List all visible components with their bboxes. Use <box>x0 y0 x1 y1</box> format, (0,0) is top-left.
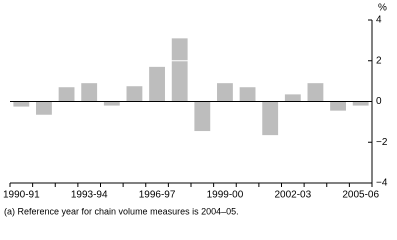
y-tick-label: −4 <box>376 178 388 189</box>
y-tick-label: 4 <box>376 15 382 26</box>
footnote: (a) Reference year for chain volume meas… <box>4 206 239 216</box>
y-tick-label: −2 <box>376 137 388 148</box>
x-tick-label: 2002-03 <box>274 190 311 201</box>
y-tick-label: 2 <box>376 55 382 66</box>
bar <box>284 94 301 102</box>
bar <box>239 87 256 102</box>
bar <box>126 86 143 102</box>
chart: % (a) Reference year for chain volume me… <box>3 3 388 217</box>
x-tick-label: 2005-06 <box>342 190 379 201</box>
bar <box>171 38 188 102</box>
bar <box>58 87 75 102</box>
bar <box>262 101 279 136</box>
bar <box>103 101 120 106</box>
bar <box>13 101 30 107</box>
x-tick-label: 1993-94 <box>71 190 108 201</box>
y-tick-label: 0 <box>376 96 382 107</box>
bar <box>149 66 165 102</box>
bar <box>217 83 233 102</box>
bar <box>36 101 52 115</box>
x-tick-label: 1999-00 <box>207 190 244 201</box>
bar <box>352 101 369 106</box>
bar <box>194 101 211 132</box>
x-tick-label: 1990-91 <box>3 190 40 201</box>
bar <box>330 101 346 111</box>
bar <box>307 83 324 102</box>
y-axis-label: % <box>378 3 387 14</box>
bar <box>81 83 98 102</box>
x-tick-label: 1996-97 <box>139 190 176 201</box>
